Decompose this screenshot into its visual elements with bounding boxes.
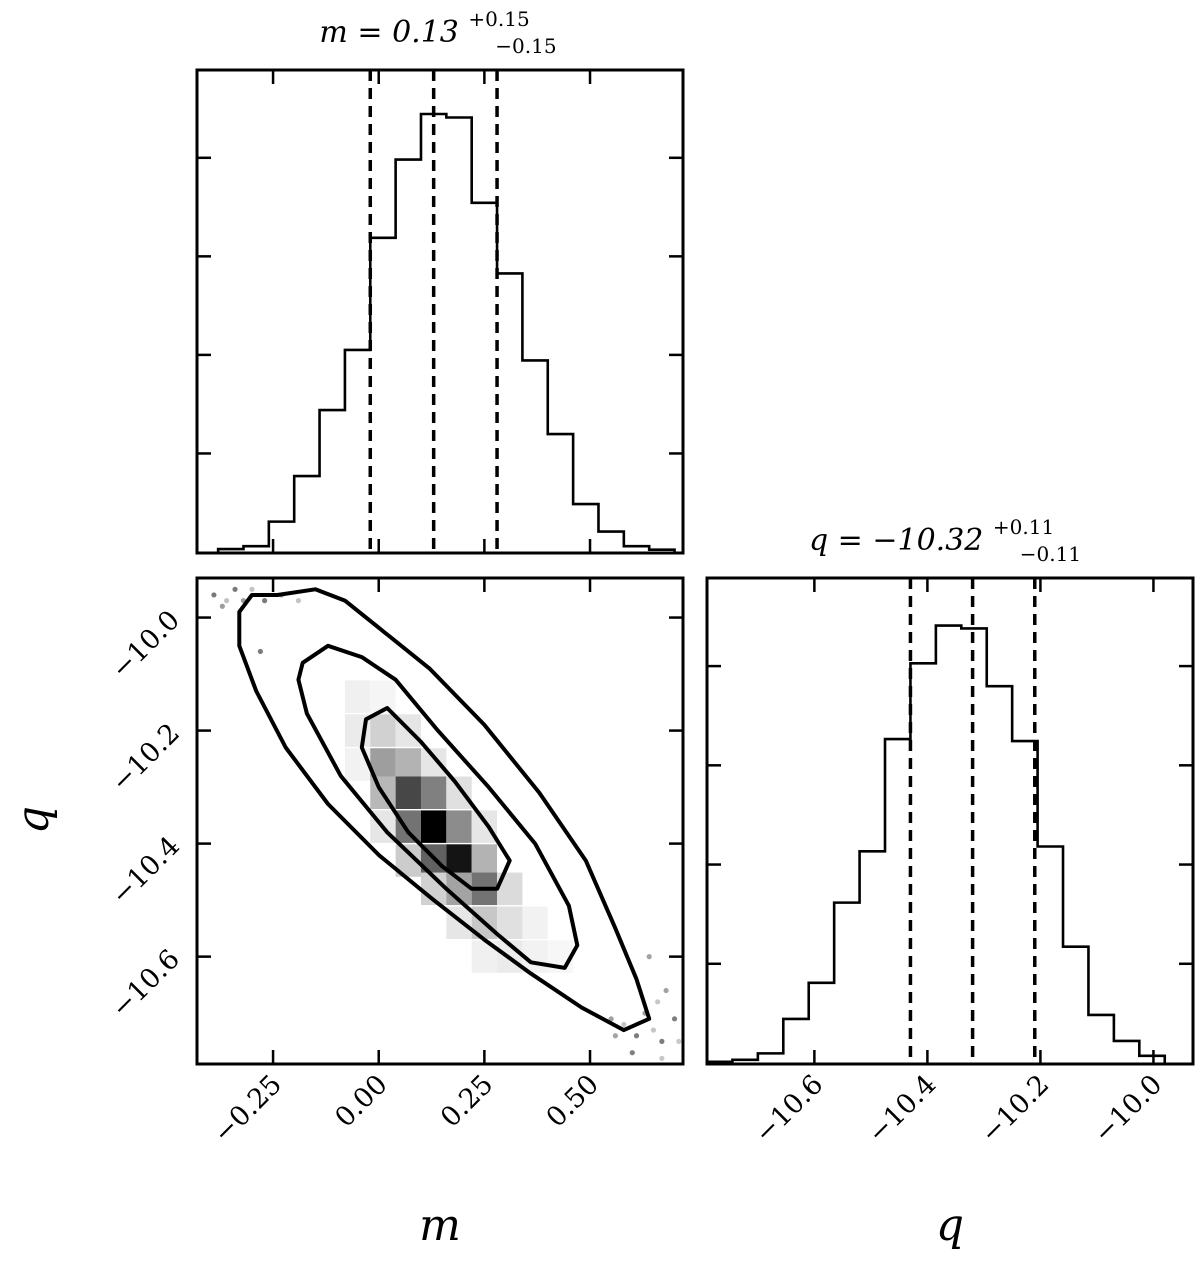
m-hist-bar bbox=[573, 504, 598, 552]
m-title-main: m = 0.13 bbox=[319, 15, 458, 50]
q-x-tick-label: −10.4 bbox=[862, 1069, 942, 1149]
scatter-point bbox=[659, 1039, 664, 1044]
scatter-point bbox=[220, 604, 225, 609]
q-y-tick-label: −10.6 bbox=[106, 944, 186, 1024]
q-title-lower: −0.11 bbox=[1020, 542, 1081, 566]
m-hist-bar bbox=[598, 532, 623, 552]
heatmap-cell bbox=[345, 680, 370, 712]
m-hist-bar bbox=[320, 410, 345, 552]
m-hist-bar bbox=[497, 273, 522, 552]
scatter-point bbox=[258, 649, 263, 654]
heatmap-cell bbox=[472, 844, 497, 876]
q-y-tick-label: −10.2 bbox=[106, 718, 186, 798]
q-hist-bar bbox=[987, 686, 1012, 1063]
scatter-point bbox=[211, 592, 216, 597]
m-title: m = 0.13 +0.15 −0.15 bbox=[319, 0, 556, 58]
q-hist-bar bbox=[783, 1019, 808, 1063]
q-title-main: q = −10.32 bbox=[809, 523, 983, 558]
m-x-tick-label: 0.50 bbox=[541, 1069, 605, 1133]
m-hist-bar bbox=[370, 238, 395, 552]
m-title-upper: +0.15 bbox=[468, 7, 529, 31]
scatter-point bbox=[663, 988, 668, 993]
scatter-point bbox=[296, 598, 301, 603]
scatter-point bbox=[249, 587, 254, 592]
q-hist-bar bbox=[860, 851, 885, 1063]
heatmap-cell bbox=[446, 776, 471, 808]
x-axis-label-q: q bbox=[936, 1200, 964, 1251]
scatter-point bbox=[621, 1022, 626, 1027]
scatter-point bbox=[659, 1056, 664, 1061]
q-hist-bar bbox=[834, 903, 859, 1063]
q-x-tick-label: −10.6 bbox=[749, 1069, 829, 1149]
m-x-tick-label: 0.25 bbox=[435, 1069, 499, 1133]
m-hist-bar bbox=[345, 350, 370, 552]
q-x-tick-label: −10.2 bbox=[975, 1069, 1055, 1149]
m-marginal-panel: m = 0.13 +0.15 −0.15 bbox=[197, 0, 683, 553]
q-title-upper: +0.11 bbox=[993, 515, 1054, 539]
heatmap-cell bbox=[522, 906, 547, 938]
scatter-point bbox=[651, 1027, 656, 1032]
scatter-point bbox=[672, 1016, 677, 1021]
q-y-tick-label: −10.0 bbox=[106, 605, 186, 685]
scatter-point bbox=[630, 1050, 635, 1055]
scatter-point bbox=[262, 598, 267, 603]
q-marginal-panel: q = −10.32 +0.11 −0.11 −10.6 −10.4 −10.2 −1… bbox=[707, 507, 1193, 1251]
m-hist-bar bbox=[294, 476, 319, 552]
m-x-tick-label: −0.25 bbox=[208, 1069, 288, 1149]
m-hist-bar bbox=[472, 203, 497, 552]
q-hist-bar bbox=[1114, 1041, 1139, 1063]
q-hist-bar bbox=[809, 983, 834, 1063]
heatmap-cell bbox=[345, 748, 370, 780]
heatmap-cell bbox=[472, 810, 497, 842]
q-hist-bar bbox=[885, 739, 910, 1063]
scatter-point bbox=[613, 1033, 618, 1038]
contour-level-3 bbox=[239, 589, 649, 1030]
heatmap-cell bbox=[421, 810, 446, 842]
heatmap-cell bbox=[370, 714, 395, 746]
q-hist-bar bbox=[1038, 847, 1063, 1063]
y-axis-label-q: q bbox=[8, 806, 59, 834]
heatmap-cell bbox=[396, 776, 421, 808]
m-hist-bar bbox=[446, 118, 471, 552]
m-x-tick-label: 0.00 bbox=[329, 1069, 393, 1133]
x-axis-label-m: m bbox=[419, 1200, 461, 1251]
m-hist-bar bbox=[396, 160, 421, 552]
q-x-tick-label: −10.0 bbox=[1088, 1069, 1168, 1149]
q-hist-bar bbox=[758, 1053, 783, 1063]
q-hist-bar bbox=[1088, 1015, 1113, 1063]
m-hist-bar bbox=[548, 434, 573, 552]
q-hist-bar bbox=[936, 626, 961, 1063]
scatter-point bbox=[676, 1039, 681, 1044]
scatter-point bbox=[232, 587, 237, 592]
heatmap-cell bbox=[396, 748, 421, 780]
scatter-point bbox=[224, 598, 229, 603]
m-hist-bar bbox=[522, 360, 547, 552]
scatter-point bbox=[655, 999, 660, 1004]
q-hist-bar bbox=[1063, 947, 1088, 1063]
q-hist-bar bbox=[910, 663, 935, 1063]
heatmap-cell bbox=[497, 906, 522, 938]
scatter-point bbox=[634, 1033, 639, 1038]
heatmap-cell bbox=[446, 810, 471, 842]
q-y-tick-label: −10.4 bbox=[106, 831, 186, 911]
joint-panel: −0.25 0.00 0.25 0.50 −10.0 −10.2 −10.4 −10.6 m… bbox=[8, 578, 683, 1251]
heatmap-cell bbox=[421, 776, 446, 808]
m-title-lower: −0.15 bbox=[495, 34, 556, 58]
scatter-point bbox=[647, 954, 652, 959]
q-title: q = −10.32 +0.11 −0.11 bbox=[809, 507, 1081, 566]
